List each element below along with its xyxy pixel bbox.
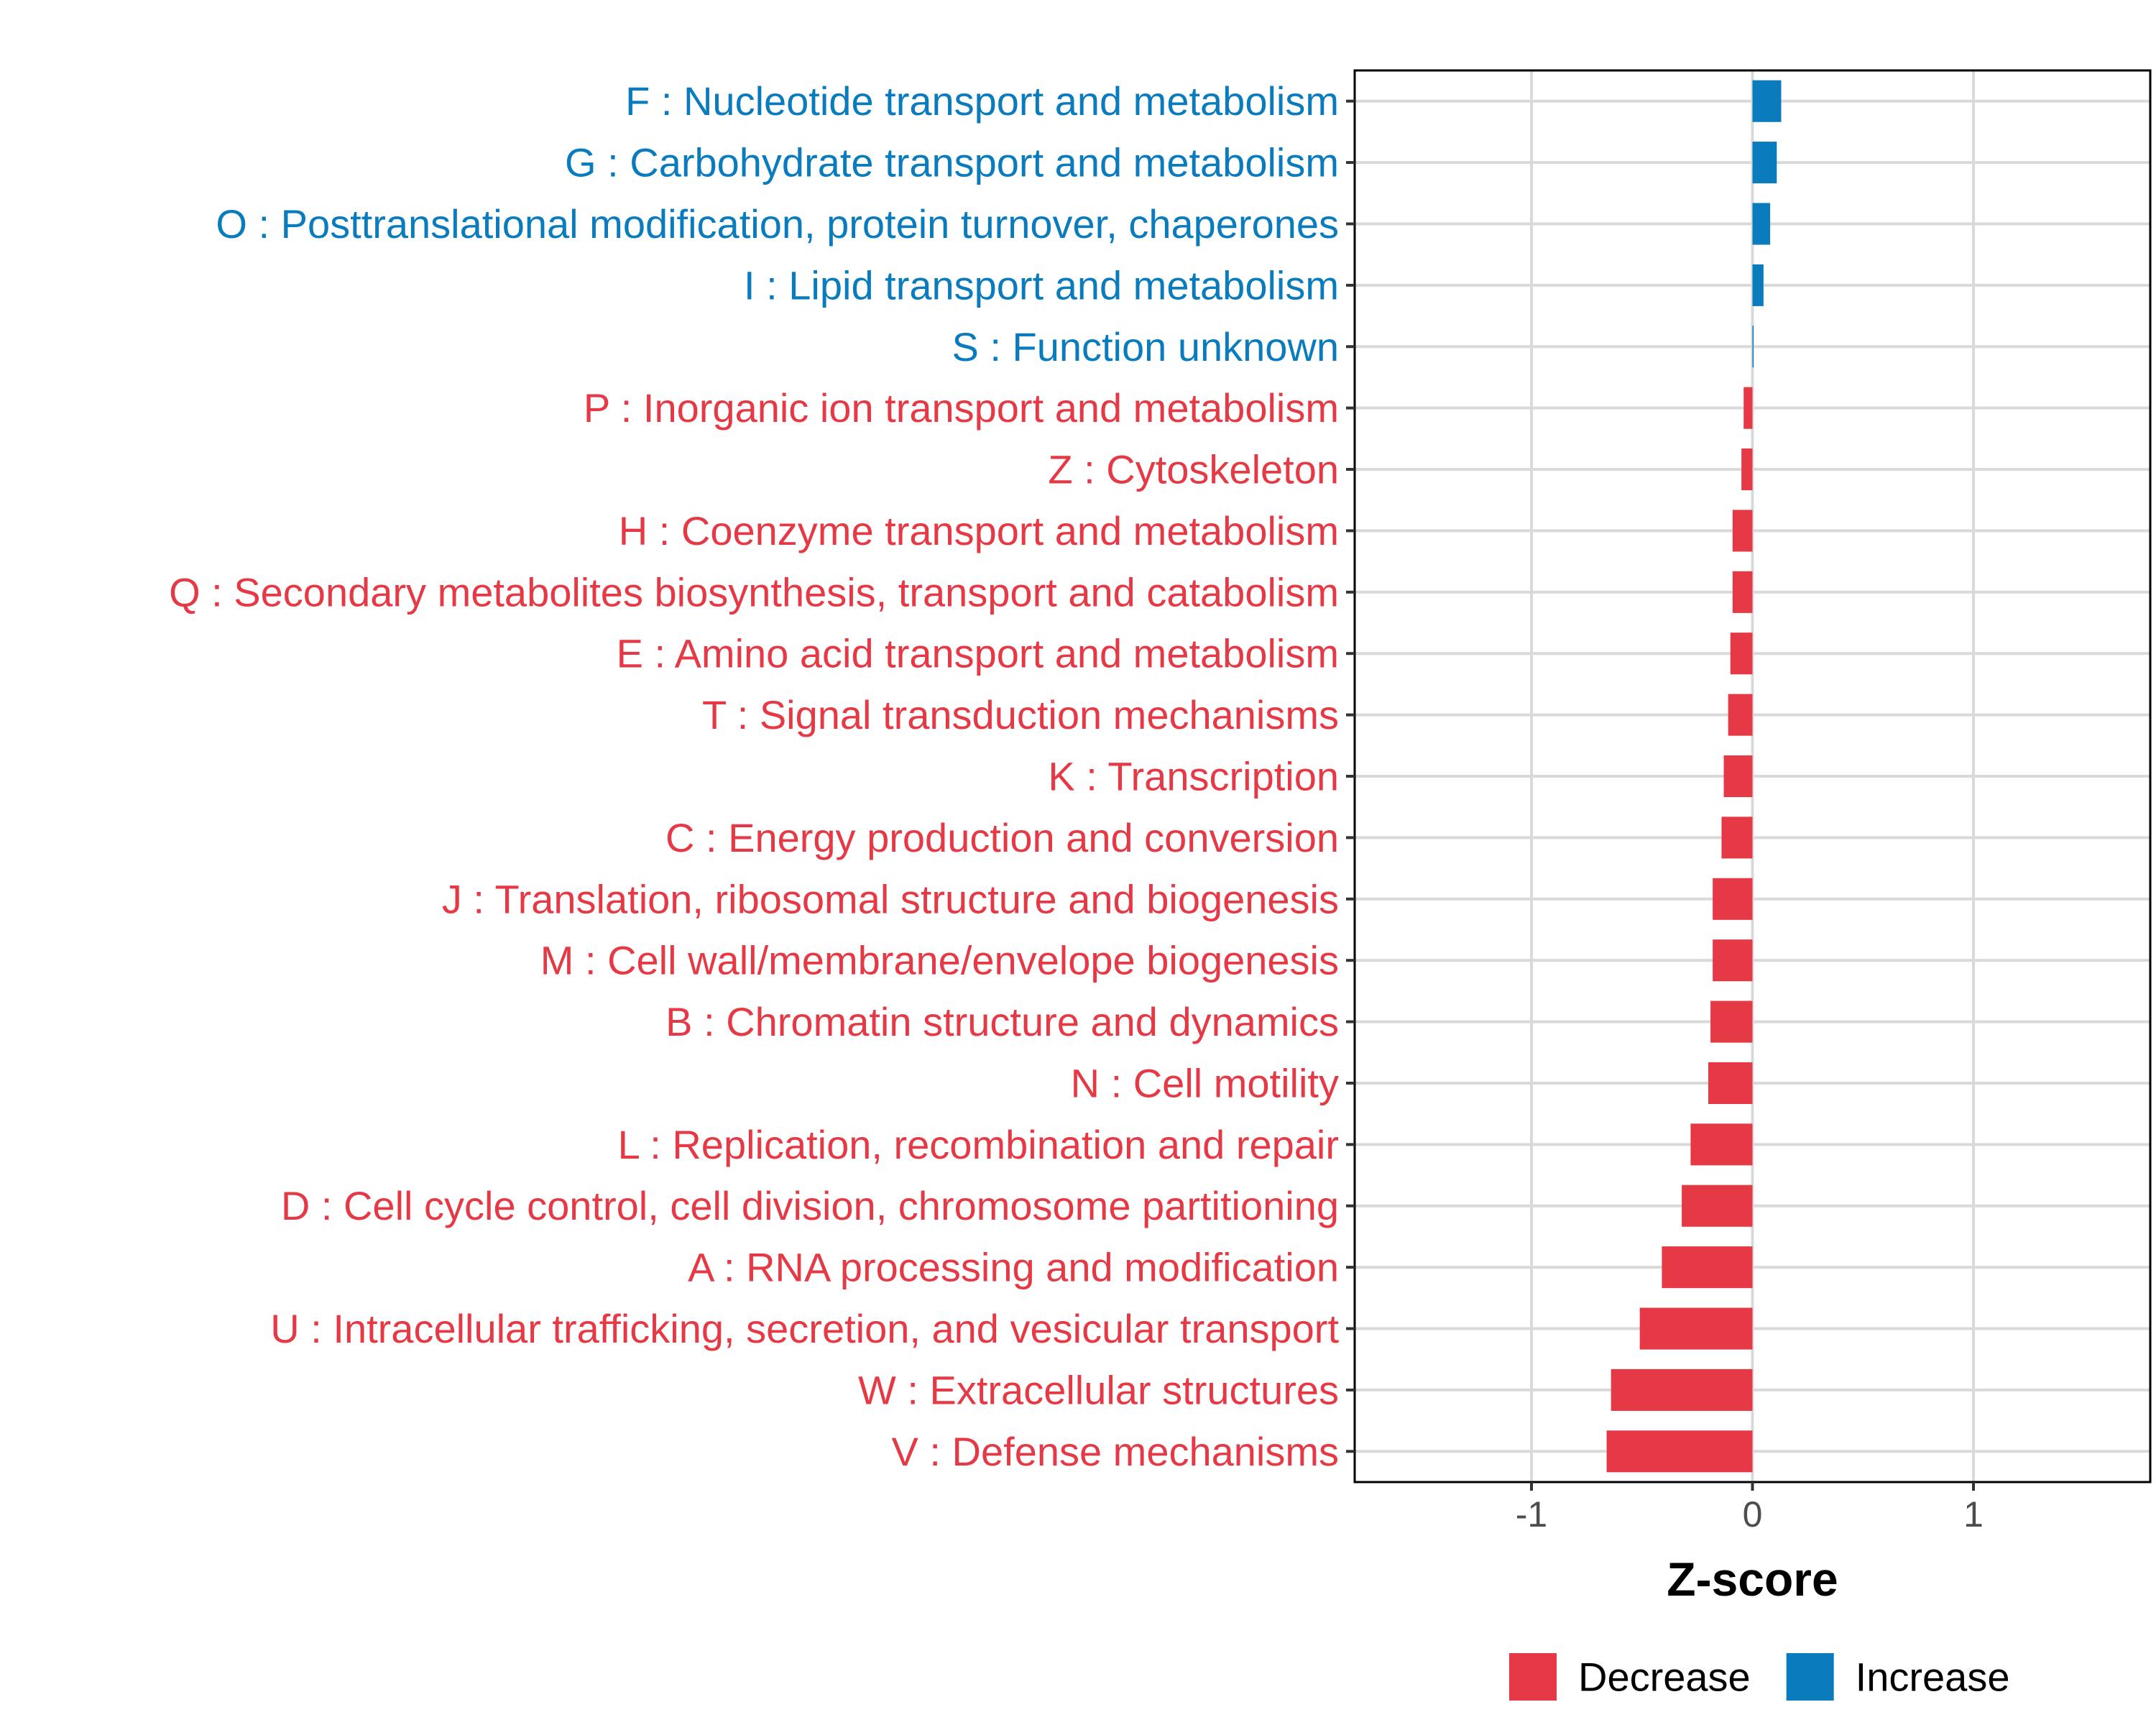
bar-f: [1752, 80, 1782, 122]
category-label: K : Transcription: [1048, 754, 1339, 799]
category-label: I : Lipid transport and metabolism: [744, 262, 1339, 308]
bar-g: [1752, 142, 1777, 184]
category-label: B : Chromatin structure and dynamics: [665, 999, 1339, 1044]
bar-k: [1723, 755, 1753, 798]
axis-ticks: [1346, 99, 1975, 1491]
x-tick-label: -1: [1516, 1494, 1547, 1535]
legend-label-increase: Increase: [1856, 1655, 2010, 1700]
x-tick-labels: -1 0 1: [1516, 1494, 1984, 1535]
bar-o: [1752, 203, 1771, 245]
category-label: F : Nucleotide transport and metabolism: [625, 78, 1339, 124]
category-label: P : Inorganic ion transport and metaboli…: [584, 385, 1339, 431]
bars: [1606, 80, 1782, 1473]
bar-v: [1606, 1430, 1753, 1473]
bar-d: [1682, 1184, 1753, 1227]
category-label: V : Defense mechanisms: [892, 1429, 1339, 1474]
x-tick-label: 0: [1743, 1494, 1763, 1535]
category-label: A : RNA processing and modification: [688, 1245, 1339, 1290]
bar-h: [1732, 510, 1753, 552]
category-label: S : Function unknown: [952, 324, 1339, 369]
category-label: C : Energy production and conversion: [665, 815, 1339, 860]
bar-p: [1743, 387, 1753, 429]
bar-m: [1713, 939, 1753, 982]
category-label: J : Translation, ribosomal structure and…: [442, 876, 1339, 921]
legend-key-increase: [1786, 1653, 1834, 1701]
bar-e: [1730, 632, 1753, 675]
bar-t: [1728, 694, 1753, 736]
category-label: E : Amino acid transport and metabolism: [617, 631, 1339, 676]
category-label: G : Carbohydrate transport and metabolis…: [565, 140, 1339, 185]
x-tick-label: 1: [1963, 1494, 1984, 1535]
bar-u: [1639, 1307, 1753, 1350]
bar-l: [1690, 1123, 1753, 1166]
category-label: L : Replication, recombination and repai…: [618, 1122, 1339, 1167]
bar-s: [1752, 326, 1754, 368]
x-axis-title: Z-score: [1667, 1552, 1838, 1606]
category-label: N : Cell motility: [1071, 1060, 1339, 1105]
legend-label-decrease: Decrease: [1578, 1655, 1751, 1700]
category-label: T : Signal transduction mechanisms: [702, 692, 1339, 737]
category-label: W : Extracellular structures: [858, 1367, 1339, 1412]
category-label: O : Posttranslational modification, prot…: [216, 201, 1339, 247]
bar-w: [1611, 1368, 1753, 1411]
bar-j: [1713, 878, 1753, 920]
bar-z: [1741, 448, 1753, 491]
category-label: D : Cell cycle control, cell division, c…: [281, 1183, 1339, 1228]
bar-i: [1752, 264, 1764, 306]
legend: Decrease Increase: [1509, 1653, 2009, 1701]
bar-n: [1708, 1062, 1753, 1104]
category-label: H : Coenzyme transport and metabolism: [619, 508, 1339, 553]
bar-q: [1732, 571, 1753, 613]
legend-key-decrease: [1509, 1653, 1557, 1701]
category-label: Z : Cytoskeleton: [1048, 447, 1339, 492]
bar-a: [1662, 1246, 1753, 1289]
bar-b: [1710, 1000, 1753, 1043]
category-label: Q : Secondary metabolites biosynthesis, …: [169, 569, 1339, 615]
category-label: M : Cell wall/membrane/envelope biogenes…: [540, 938, 1339, 983]
category-labels: F : Nucleotide transport and metabolism G…: [169, 78, 1339, 1474]
bar-c: [1721, 816, 1753, 859]
category-label: U : Intracellular trafficking, secretion…: [270, 1306, 1339, 1351]
